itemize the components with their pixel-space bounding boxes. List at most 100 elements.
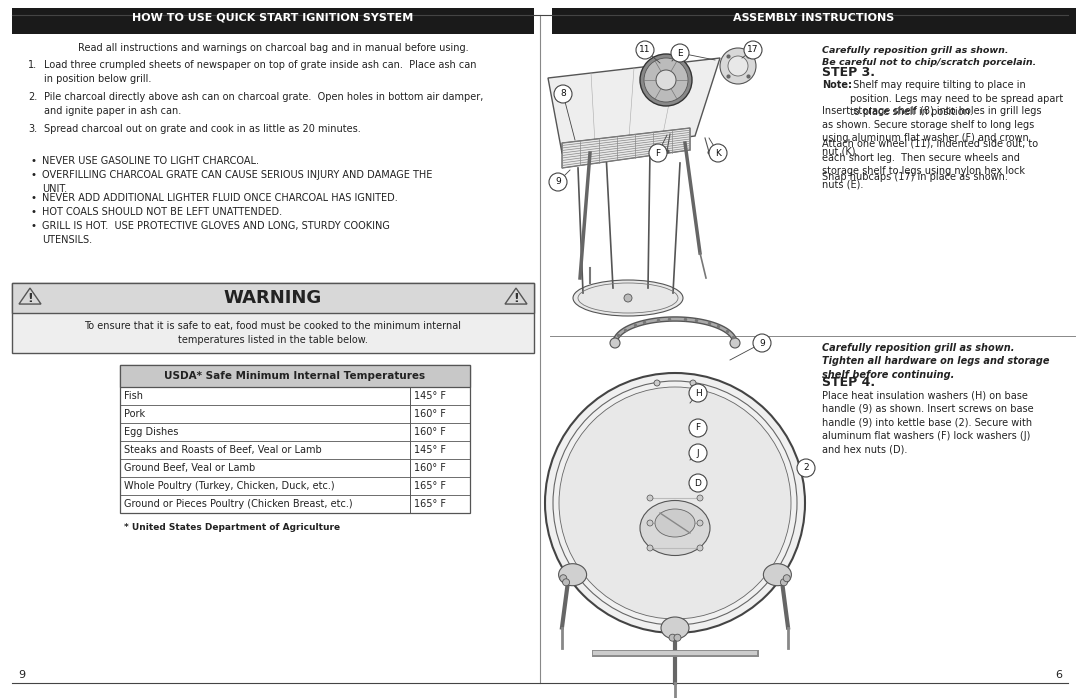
Text: •: • xyxy=(30,193,36,203)
Ellipse shape xyxy=(558,564,586,586)
Text: GRILL IS HOT.  USE PROTECTIVE GLOVES AND LONG, STURDY COOKING
UTENSILS.: GRILL IS HOT. USE PROTECTIVE GLOVES AND … xyxy=(42,221,390,244)
Circle shape xyxy=(647,545,653,551)
Circle shape xyxy=(563,579,569,586)
Text: 9: 9 xyxy=(18,670,25,680)
Text: 160° F: 160° F xyxy=(414,409,446,419)
Circle shape xyxy=(554,85,572,103)
Circle shape xyxy=(656,70,676,90)
Text: K: K xyxy=(715,149,721,158)
Text: •: • xyxy=(30,156,36,166)
Text: NEVER ADD ADDITIONAL LIGHTER FLUID ONCE CHARCOAL HAS IGNITED.: NEVER ADD ADDITIONAL LIGHTER FLUID ONCE … xyxy=(42,193,397,203)
Text: To ensure that it is safe to eat, food must be cooked to the minimum internal
te: To ensure that it is safe to eat, food m… xyxy=(84,321,461,345)
Text: •: • xyxy=(30,207,36,217)
Circle shape xyxy=(689,444,707,462)
Text: Fish: Fish xyxy=(124,391,143,401)
Text: D: D xyxy=(694,479,701,487)
Circle shape xyxy=(690,380,696,386)
Text: Ground or Pieces Poultry (Chicken Breast, etc.): Ground or Pieces Poultry (Chicken Breast… xyxy=(124,499,353,509)
Circle shape xyxy=(559,574,567,581)
Text: !: ! xyxy=(27,292,32,305)
Circle shape xyxy=(697,545,703,551)
Circle shape xyxy=(654,380,660,386)
Text: 9: 9 xyxy=(759,339,765,348)
Text: HOT COALS SHOULD NOT BE LEFT UNATTENDED.: HOT COALS SHOULD NOT BE LEFT UNATTENDED. xyxy=(42,207,282,217)
FancyBboxPatch shape xyxy=(12,283,534,353)
Text: 11: 11 xyxy=(639,45,651,54)
Text: Note:: Note: xyxy=(822,80,852,90)
Circle shape xyxy=(559,387,791,619)
Text: !: ! xyxy=(513,292,518,305)
Text: •: • xyxy=(30,170,36,180)
Text: 160° F: 160° F xyxy=(414,427,446,437)
Text: E: E xyxy=(677,48,683,57)
Text: USDA* Safe Minimum Internal Temperatures: USDA* Safe Minimum Internal Temperatures xyxy=(164,371,426,381)
Text: F: F xyxy=(656,149,661,158)
Text: Snap hubcaps (17) in place as shown.: Snap hubcaps (17) in place as shown. xyxy=(822,172,1008,182)
Ellipse shape xyxy=(573,280,683,316)
Text: H: H xyxy=(694,389,701,397)
Text: 8: 8 xyxy=(561,89,566,98)
Circle shape xyxy=(697,520,703,526)
Circle shape xyxy=(669,634,676,641)
Text: 165° F: 165° F xyxy=(414,481,446,491)
Circle shape xyxy=(730,338,740,348)
Text: 2.: 2. xyxy=(28,92,37,102)
FancyBboxPatch shape xyxy=(552,8,1076,34)
Polygon shape xyxy=(505,288,527,304)
Text: Carefully reposition grill as shown.: Carefully reposition grill as shown. xyxy=(822,343,1014,353)
Text: Spread charcoal out on grate and cook in as little as 20 minutes.: Spread charcoal out on grate and cook in… xyxy=(44,124,361,134)
Text: Load three crumpled sheets of newspaper on top of grate inside ash can.  Place a: Load three crumpled sheets of newspaper … xyxy=(44,60,476,84)
Circle shape xyxy=(744,41,762,59)
Polygon shape xyxy=(19,288,41,304)
Text: Ground Beef, Veal or Lamb: Ground Beef, Veal or Lamb xyxy=(124,463,255,473)
Circle shape xyxy=(549,173,567,191)
Text: STEP 4.: STEP 4. xyxy=(822,376,875,389)
Text: 160° F: 160° F xyxy=(414,463,446,473)
Text: Egg Dishes: Egg Dishes xyxy=(124,427,178,437)
Circle shape xyxy=(728,56,748,76)
Circle shape xyxy=(636,41,654,59)
Text: ASSEMBLY INSTRUCTIONS: ASSEMBLY INSTRUCTIONS xyxy=(733,13,894,23)
Circle shape xyxy=(545,373,805,633)
Text: Read all instructions and warnings on charcoal bag and in manual before using.: Read all instructions and warnings on ch… xyxy=(78,43,469,53)
Circle shape xyxy=(689,474,707,492)
Text: HOW TO USE QUICK START IGNITION SYSTEM: HOW TO USE QUICK START IGNITION SYSTEM xyxy=(133,13,414,23)
Ellipse shape xyxy=(764,564,792,586)
FancyBboxPatch shape xyxy=(12,283,534,313)
FancyBboxPatch shape xyxy=(120,365,470,387)
Text: Tighten all hardware on legs and storage
shelf before continuing.: Tighten all hardware on legs and storage… xyxy=(822,356,1050,380)
Circle shape xyxy=(697,495,703,501)
Text: NEVER USE GASOLINE TO LIGHT CHARCOAL.: NEVER USE GASOLINE TO LIGHT CHARCOAL. xyxy=(42,156,259,166)
Text: Steaks and Roasts of Beef, Veal or Lamb: Steaks and Roasts of Beef, Veal or Lamb xyxy=(124,445,322,455)
Circle shape xyxy=(720,48,756,84)
Polygon shape xyxy=(562,128,690,168)
Text: 145° F: 145° F xyxy=(414,445,446,455)
Text: Place heat insulation washers (H) on base
handle (9) as shown. Insert screws on : Place heat insulation washers (H) on bas… xyxy=(822,390,1034,454)
Circle shape xyxy=(689,419,707,437)
Text: STEP 3.: STEP 3. xyxy=(822,66,875,79)
Text: 2: 2 xyxy=(804,463,809,473)
Text: 6: 6 xyxy=(1055,670,1062,680)
Circle shape xyxy=(644,58,688,102)
Text: 17: 17 xyxy=(747,45,759,54)
Circle shape xyxy=(671,44,689,62)
Circle shape xyxy=(753,334,771,352)
Text: Whole Poultry (Turkey, Chicken, Duck, etc.): Whole Poultry (Turkey, Chicken, Duck, et… xyxy=(124,481,335,491)
Circle shape xyxy=(708,144,727,162)
Circle shape xyxy=(610,338,620,348)
Text: Pork: Pork xyxy=(124,409,145,419)
Text: •: • xyxy=(30,221,36,231)
Text: F: F xyxy=(696,424,701,433)
Text: Attach one wheel (11), indented side out, to
each short leg.  Then secure wheels: Attach one wheel (11), indented side out… xyxy=(822,139,1038,190)
Circle shape xyxy=(647,520,653,526)
FancyBboxPatch shape xyxy=(120,365,470,513)
Text: 165° F: 165° F xyxy=(414,499,446,509)
Text: Insert storage shelf (8) into holes in grill legs
as shown. Secure storage shelf: Insert storage shelf (8) into holes in g… xyxy=(822,106,1041,157)
Polygon shape xyxy=(548,58,720,153)
FancyBboxPatch shape xyxy=(12,8,534,34)
Text: * United States Department of Agriculture: * United States Department of Agricultur… xyxy=(124,523,340,532)
Text: J: J xyxy=(697,449,700,457)
Circle shape xyxy=(624,294,632,302)
Text: 145° F: 145° F xyxy=(414,391,446,401)
Text: Carefully reposition grill as shown.
Be careful not to chip/scratch porcelain.: Carefully reposition grill as shown. Be … xyxy=(822,46,1036,67)
